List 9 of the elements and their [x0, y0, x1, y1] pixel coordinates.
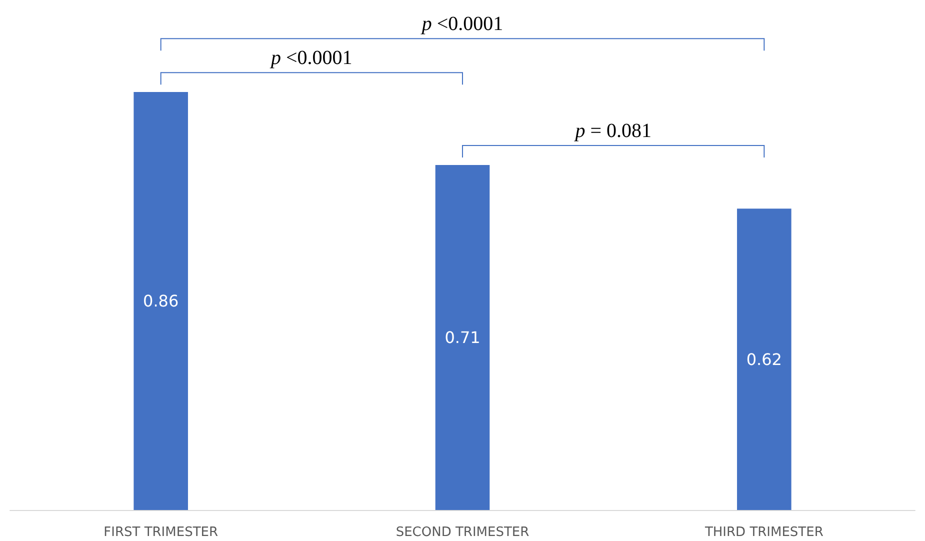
text: p <0.0001 [422, 12, 504, 36]
data-label: 0.62 [746, 350, 782, 369]
x-tick-label: SECOND TRIMESTER [396, 525, 530, 540]
text: p <0.0001 [271, 46, 352, 70]
x-tick-label: FIRST TRIMESTER [104, 525, 218, 540]
data-label: 0.71 [444, 328, 480, 347]
data-label: 0.86 [143, 292, 179, 311]
annotation: p = 0.081 [575, 120, 652, 142]
x-tick-label: THIRD TRIMESTER [704, 525, 824, 540]
